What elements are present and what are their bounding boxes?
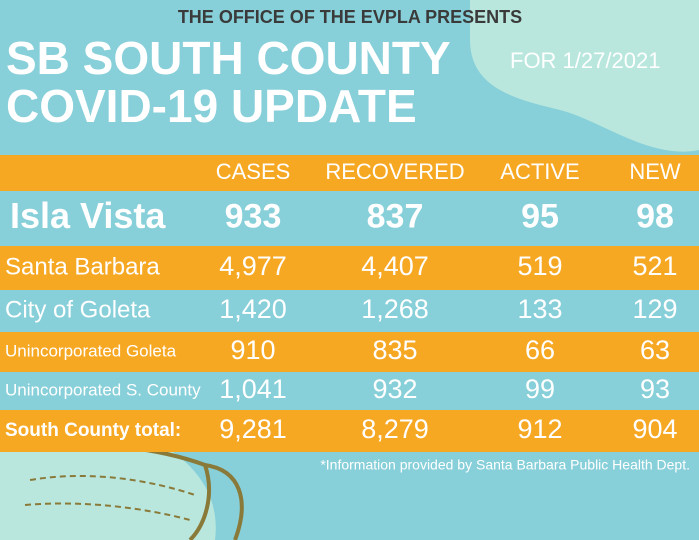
column-header: ACTIVE <box>500 159 579 184</box>
title-line: SB SOUTH COUNTY <box>6 32 451 84</box>
row-label: Unincorporated S. County <box>5 380 201 399</box>
blob <box>470 0 699 152</box>
cell: 66 <box>525 335 555 365</box>
mask-strap <box>204 463 244 540</box>
title-line: COVID-19 UPDATE <box>6 80 417 132</box>
cell: 4,407 <box>361 251 429 281</box>
mask <box>0 435 216 540</box>
date: FOR 1/27/2021 <box>510 48 660 73</box>
column-header: CASES <box>216 159 291 184</box>
row-label: Isla Vista <box>10 195 166 236</box>
row-label: Unincorporated Goleta <box>5 341 177 360</box>
row-label: City of Goleta <box>5 296 151 323</box>
row-band <box>0 246 699 290</box>
mask-pleats <box>24 474 196 521</box>
cell: 4,977 <box>219 251 287 281</box>
cell: 129 <box>632 294 677 324</box>
cell: 63 <box>640 335 670 365</box>
cell: 932 <box>372 374 417 404</box>
cell: 912 <box>517 414 562 444</box>
cell: 519 <box>517 251 562 281</box>
cell: 1,041 <box>219 374 287 404</box>
cell: 904 <box>632 414 677 444</box>
header-band <box>0 155 699 191</box>
cell: 9,281 <box>219 414 287 444</box>
cell: 133 <box>517 294 562 324</box>
row-label: Santa Barbara <box>5 253 160 280</box>
presenter: THE OFFICE OF THE EVPLA PRESENTS <box>178 7 522 27</box>
cell: 933 <box>225 197 282 235</box>
cell: 835 <box>372 335 417 365</box>
cell: 8,279 <box>361 414 429 444</box>
cell: 521 <box>632 251 677 281</box>
column-header: NEW <box>629 159 681 184</box>
cell: 98 <box>636 197 674 235</box>
cell: 95 <box>521 197 559 235</box>
row-band <box>0 410 699 452</box>
row-label: South County total: <box>5 420 181 441</box>
footnote: *Information provided by Santa Barbara P… <box>320 457 690 473</box>
cell: 837 <box>367 197 424 235</box>
column-header: RECOVERED <box>325 159 464 184</box>
cell: 1,268 <box>361 294 429 324</box>
table: CASES RECOVERED ACTIVE NEW Isla Vista 933 837 9… <box>0 155 699 452</box>
cell: 93 <box>640 374 670 404</box>
cell: 99 <box>525 374 555 404</box>
cell: 910 <box>230 335 275 365</box>
cell: 1,420 <box>219 294 287 324</box>
row-band <box>0 332 699 372</box>
